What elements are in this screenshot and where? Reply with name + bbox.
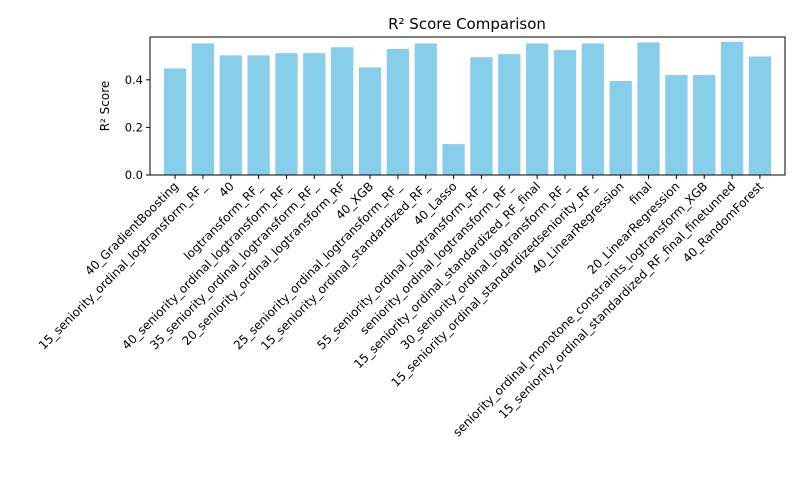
bar xyxy=(414,43,437,176)
bar xyxy=(191,43,215,176)
bar xyxy=(525,43,549,176)
y-tick-label: 0.4 xyxy=(125,73,143,87)
x-tick-label: 40 xyxy=(216,179,237,200)
x-axis: 40_GradientBoosting15_seniority_ordinal_… xyxy=(36,175,766,439)
y-tick-label: 0.0 xyxy=(125,168,143,182)
bar xyxy=(275,53,298,176)
bar xyxy=(470,57,493,175)
bar xyxy=(637,42,660,175)
y-axis-label: R² Score xyxy=(98,81,112,132)
bar xyxy=(498,54,521,175)
y-tick-label: 0.2 xyxy=(125,120,143,134)
bar xyxy=(609,81,632,175)
bar xyxy=(553,50,577,175)
bar xyxy=(386,48,410,175)
y-axis: 0.0 0.2 0.4 xyxy=(125,73,150,182)
bar xyxy=(748,56,772,175)
x-tick-label: 15_seniority_ordinal_logtransform_RF_ xyxy=(36,179,210,353)
bar xyxy=(331,47,354,175)
bar xyxy=(163,68,187,175)
bar xyxy=(693,75,716,175)
bar xyxy=(247,55,270,175)
bar xyxy=(581,43,604,176)
bar xyxy=(358,67,382,175)
bar xyxy=(219,55,242,175)
bar xyxy=(720,41,744,175)
bars-group xyxy=(163,41,772,176)
bar xyxy=(665,75,688,175)
chart-title: R² Score Comparison xyxy=(388,15,546,33)
plot-frame xyxy=(149,36,786,176)
bar xyxy=(303,53,326,176)
bar xyxy=(442,144,465,175)
